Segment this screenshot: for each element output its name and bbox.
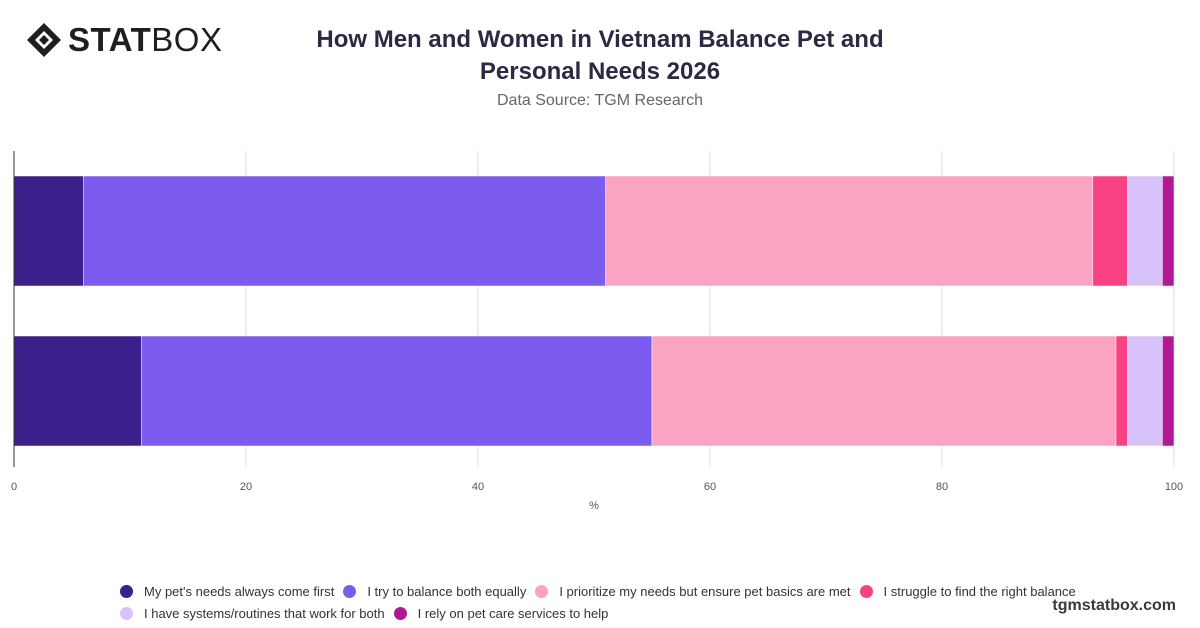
legend-item[interactable]: I rely on pet care services to help [393, 605, 609, 621]
legend-swatch [120, 606, 133, 620]
bar-segment [13, 175, 84, 287]
legend-swatch [343, 584, 357, 598]
legend-label: I prioritize my needs but ensure pet bas… [559, 583, 851, 599]
x-axis-label: % [589, 500, 599, 512]
bar-segment [1092, 175, 1128, 287]
chart-subtitle: Data Source: TGM Research [496, 92, 703, 109]
bar-segment [83, 175, 606, 287]
bar-segment [141, 335, 653, 447]
legend-item[interactable]: I prioritize my needs but ensure pet bas… [535, 583, 851, 599]
legend-item[interactable]: I have systems/routines that work for bo… [120, 606, 385, 621]
legend-item[interactable]: My pet's needs always come first [120, 584, 334, 599]
bar-segment [1127, 335, 1163, 447]
legend-swatch [393, 606, 407, 620]
bar-segment [605, 175, 1094, 287]
legend-row: I have systems/routines that work for bo… [120, 602, 1120, 624]
legend-label: I struggle to find the right balance [883, 583, 1076, 599]
legend-label: I try to balance both equally [367, 583, 527, 599]
bar-segment [13, 335, 142, 447]
chart-title: How Men and Women in Vietnam Balance Pet… [316, 26, 884, 85]
legend-swatch [535, 584, 549, 598]
logo-wordmark-light: BOX [151, 21, 223, 58]
logo-wordmark-bold: STAT [68, 21, 152, 58]
legend-label: My pet's needs always come first [144, 583, 335, 599]
x-tick-label: 40 [472, 481, 484, 493]
x-tick-label: 0 [11, 481, 17, 493]
bar-segment [1162, 175, 1175, 287]
legend-item[interactable]: I try to balance both equally [343, 584, 526, 599]
bar-segment [1162, 335, 1175, 447]
bar-segment [1115, 335, 1128, 447]
legend-swatch [859, 584, 873, 598]
x-tick-label: 60 [704, 481, 716, 493]
legend-swatch [120, 584, 133, 598]
x-tick-label: 20 [240, 481, 252, 493]
legend-label: I rely on pet care services to help [417, 605, 609, 621]
chart-legend: My pet's needs always come first I try t… [120, 580, 1120, 624]
bar-segment [1127, 175, 1163, 287]
legend-row: My pet's needs always come first I try t… [120, 580, 1120, 602]
legend-label: I have systems/routines that work for bo… [144, 605, 385, 621]
logo-wordmark: STATBOX [68, 22, 222, 58]
x-tick-label: 100 [1165, 481, 1183, 493]
diamond-logo-icon [27, 23, 61, 57]
x-tick-label: 80 [936, 481, 948, 493]
legend-item[interactable]: I struggle to find the right balance [859, 583, 1076, 599]
statbox-logo: STATBOX [26, 22, 222, 58]
bar-segment [651, 335, 1117, 447]
footer-site-link[interactable]: tgmstatbox.com [1052, 597, 1176, 614]
